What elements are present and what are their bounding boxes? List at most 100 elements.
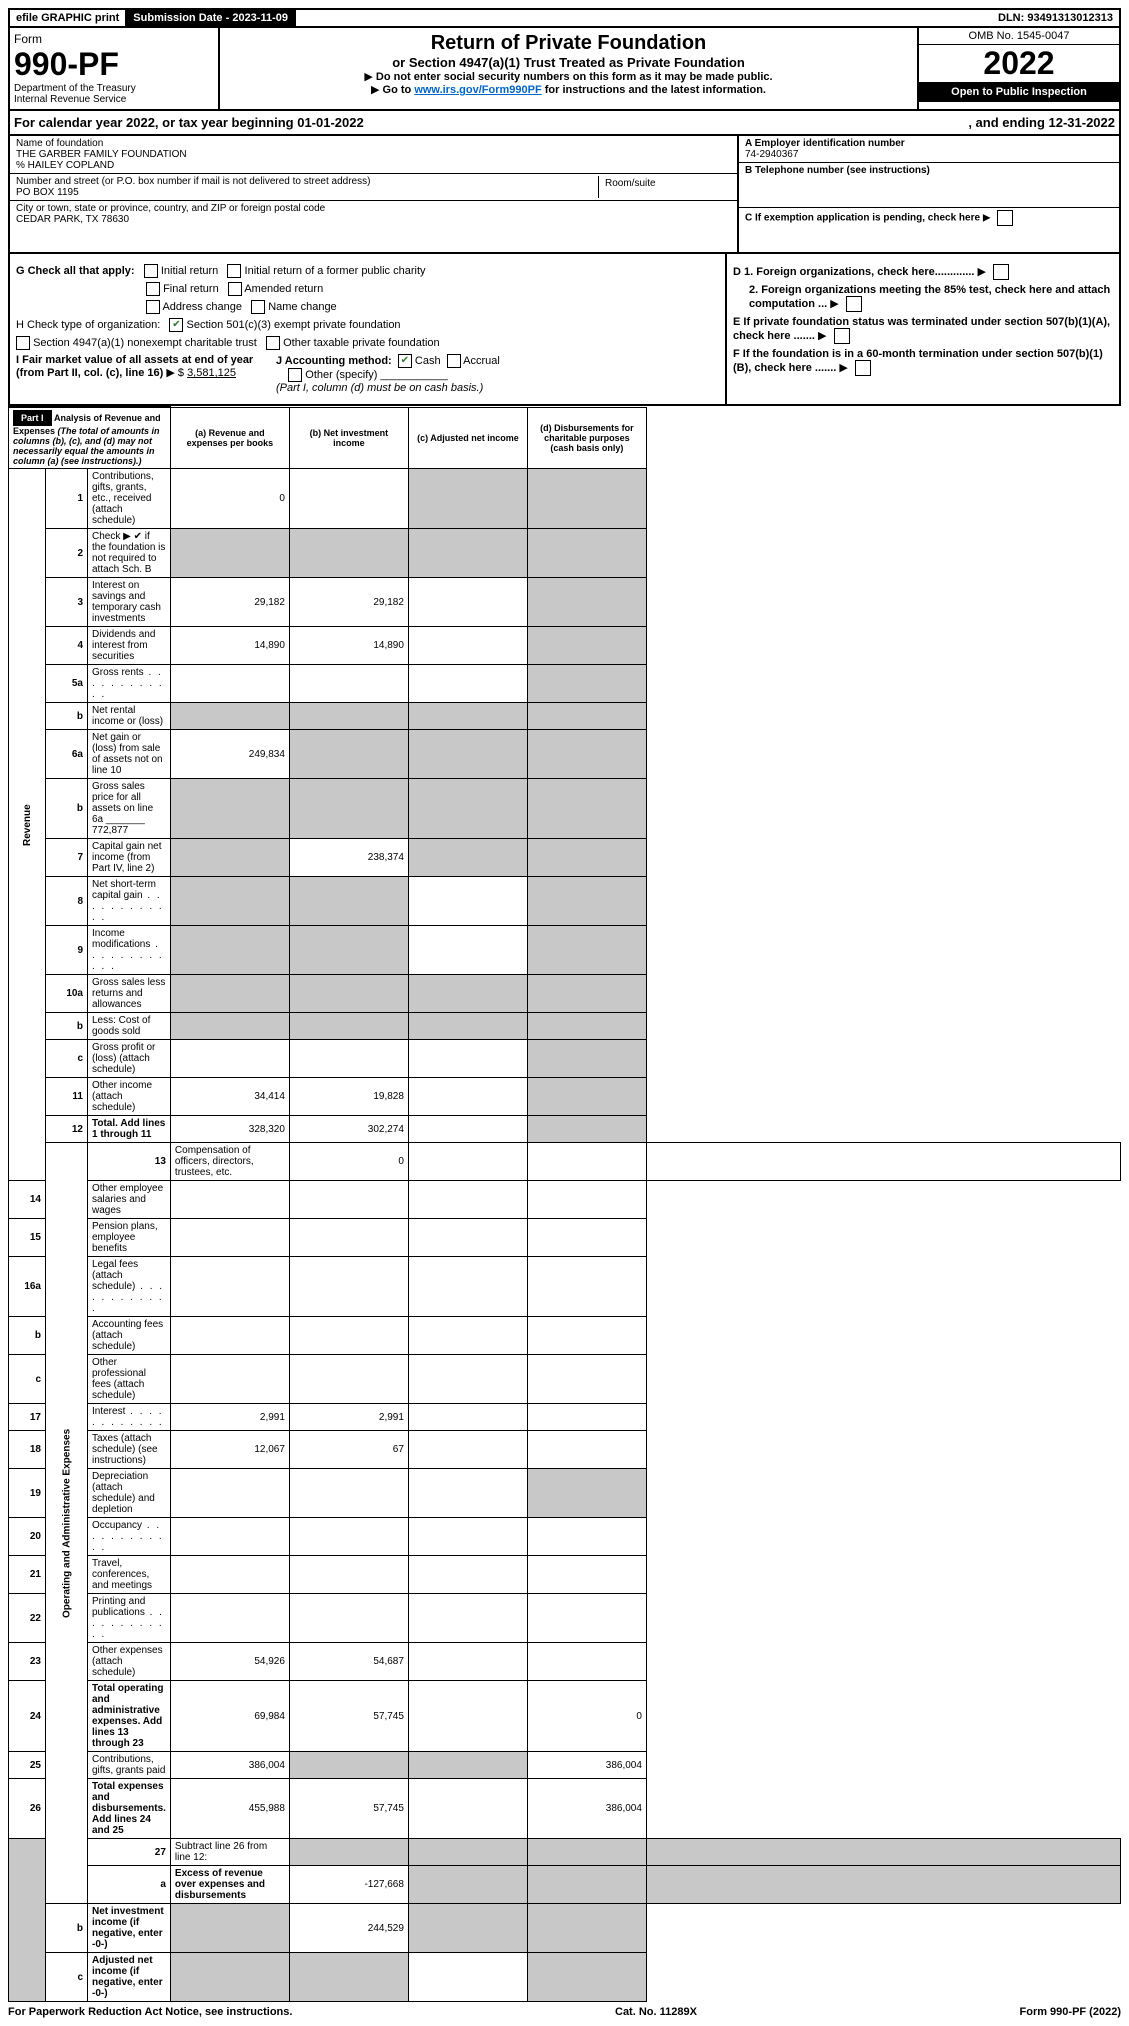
care-of: % HAILEY COPLAND <box>16 160 731 171</box>
form-left: Form 990-PF Department of the Treasury I… <box>10 28 220 109</box>
form-right: OMB No. 1545-0047 2022 Open to Public In… <box>919 28 1119 109</box>
g-label: G Check all that apply: <box>16 265 135 277</box>
dln: DLN: 93491313012313 <box>992 10 1119 26</box>
check-area: G Check all that apply: Initial return I… <box>8 254 1121 406</box>
calendar-year: For calendar year 2022, or tax year begi… <box>8 111 1121 136</box>
d1-checkbox[interactable] <box>993 264 1009 280</box>
foundation-name: THE GARBER FAMILY FOUNDATION <box>16 149 731 160</box>
tel-label: B Telephone number (see instructions) <box>745 165 930 176</box>
tel-row: B Telephone number (see instructions) <box>739 163 1119 208</box>
col-c: (c) Adjusted net income <box>408 407 527 469</box>
footer: For Paperwork Reduction Act Notice, see … <box>8 2002 1121 2018</box>
l27b: Net investment income (if negative, ente… <box>92 1906 164 1950</box>
j-label: J Accounting method: <box>276 355 392 367</box>
r25a: 386,004 <box>170 1752 289 1779</box>
id-block: Name of foundation THE GARBER FAMILY FOU… <box>8 136 1121 254</box>
instr2-pre: Go to <box>383 84 415 96</box>
l7: Capital gain net income (from Part IV, l… <box>88 839 171 877</box>
sub-date: 2023-11-09 <box>232 12 288 24</box>
l4: Dividends and interest from securities <box>88 627 171 665</box>
inspection-badge: Open to Public Inspection <box>919 82 1119 102</box>
d2-checkbox[interactable] <box>846 296 862 312</box>
ein-row: A Employer identification number 74-2940… <box>739 136 1119 163</box>
h-other-checkbox[interactable] <box>266 336 280 350</box>
city-label: City or town, state or province, country… <box>16 203 731 214</box>
l15: Pension plans, employee benefits <box>88 1219 171 1257</box>
l5a: Gross rents <box>88 665 171 703</box>
l24: Total operating and administrative expen… <box>92 1683 163 1749</box>
initial-checkbox[interactable] <box>144 264 158 278</box>
i-value: 3,581,125 <box>187 367 236 379</box>
initial-former-checkbox[interactable] <box>227 264 241 278</box>
col-a: (a) Revenue and expenses per books <box>170 407 289 469</box>
addr: PO BOX 1195 <box>16 187 598 198</box>
check-right: D 1. Foreign organizations, check here..… <box>725 254 1119 404</box>
r24a: 69,984 <box>170 1681 289 1752</box>
c-checkbox[interactable] <box>997 210 1013 226</box>
col-b: (b) Net investment income <box>289 407 408 469</box>
r24b: 57,745 <box>289 1681 408 1752</box>
h-label: H Check type of organization: <box>16 319 160 331</box>
omb: OMB No. 1545-0047 <box>919 28 1119 45</box>
ein-label: A Employer identification number <box>745 138 905 149</box>
r7b: 238,374 <box>289 839 408 877</box>
g-row2: Final return Amended return <box>16 282 719 296</box>
h-row2: Section 4947(a)(1) nonexempt charitable … <box>16 336 719 350</box>
f-label: F If the foundation is in a 60-month ter… <box>733 348 1103 374</box>
calyear-begin: For calendar year 2022, or tax year begi… <box>14 115 364 130</box>
e-checkbox[interactable] <box>834 328 850 344</box>
addr-row: Number and street (or P.O. box number if… <box>10 174 737 201</box>
l10c: Gross profit or (loss) (attach schedule) <box>88 1040 171 1078</box>
r26b: 57,745 <box>289 1779 408 1839</box>
expenses-section: Operating and Administrative Expenses <box>46 1143 88 1904</box>
d1-label: D 1. Foreign organizations, check here..… <box>733 266 974 278</box>
addr-label: Number and street (or P.O. box number if… <box>16 176 598 187</box>
l21: Travel, conferences, and meetings <box>88 1556 171 1594</box>
h-4947-checkbox[interactable] <box>16 336 30 350</box>
final-label: Final return <box>163 283 219 295</box>
other-checkbox[interactable] <box>288 368 302 382</box>
amended-checkbox[interactable] <box>228 282 242 296</box>
r4b: 14,890 <box>289 627 408 665</box>
l27: Subtract line 26 from line 12: <box>170 1839 289 1866</box>
l6b-val: 772,877 <box>92 825 128 836</box>
final-checkbox[interactable] <box>146 282 160 296</box>
tax-year: 2022 <box>919 45 1119 82</box>
l9: Income modifications <box>88 926 171 975</box>
sub-label: Submission Date - <box>133 12 232 24</box>
h-4947-label: Section 4947(a)(1) nonexempt charitable … <box>33 337 257 349</box>
name-change-checkbox[interactable] <box>251 300 265 314</box>
cash-label: Cash <box>415 355 441 367</box>
f-checkbox[interactable] <box>855 360 871 376</box>
ein: 74-2940367 <box>745 149 1113 160</box>
id-right: A Employer identification number 74-2940… <box>737 136 1119 252</box>
r24d: 0 <box>527 1681 646 1752</box>
l6b: Gross sales price for all assets on line… <box>88 779 171 839</box>
l16b: Accounting fees (attach schedule) <box>88 1317 171 1355</box>
dln-value: 93491313012313 <box>1027 12 1113 24</box>
dept: Department of the Treasury Internal Reve… <box>14 83 214 105</box>
r23b: 54,687 <box>289 1643 408 1681</box>
r26a: 455,988 <box>170 1779 289 1839</box>
l26: Total expenses and disbursements. Add li… <box>92 1781 166 1836</box>
cash-checkbox[interactable] <box>398 354 412 368</box>
city: CEDAR PARK, TX 78630 <box>16 214 731 225</box>
efile-print-button[interactable]: efile GRAPHIC print <box>10 10 127 26</box>
instr1: Do not enter social security numbers on … <box>224 70 913 83</box>
l16c: Other professional fees (attach schedule… <box>88 1355 171 1404</box>
submission-date: Submission Date - 2023-11-09 <box>127 10 296 26</box>
g-row: G Check all that apply: Initial return I… <box>16 264 719 278</box>
r23a: 54,926 <box>170 1643 289 1681</box>
instr2-post: for instructions and the latest informat… <box>542 84 766 96</box>
l14: Other employee salaries and wages <box>88 1181 171 1219</box>
irs-link[interactable]: www.irs.gov/Form990PF <box>414 84 541 96</box>
addr-change-checkbox[interactable] <box>146 300 160 314</box>
r12a: 328,320 <box>170 1116 289 1143</box>
l27c: Adjusted net income (if negative, enter … <box>92 1955 163 1999</box>
accrual-checkbox[interactable] <box>447 354 461 368</box>
l18: Taxes (attach schedule) (see instruction… <box>88 1431 171 1469</box>
r27aa: -127,668 <box>289 1866 408 1904</box>
l20: Occupancy <box>88 1518 171 1556</box>
dln-label: DLN: <box>998 12 1027 24</box>
h-501c3-checkbox[interactable] <box>169 318 183 332</box>
